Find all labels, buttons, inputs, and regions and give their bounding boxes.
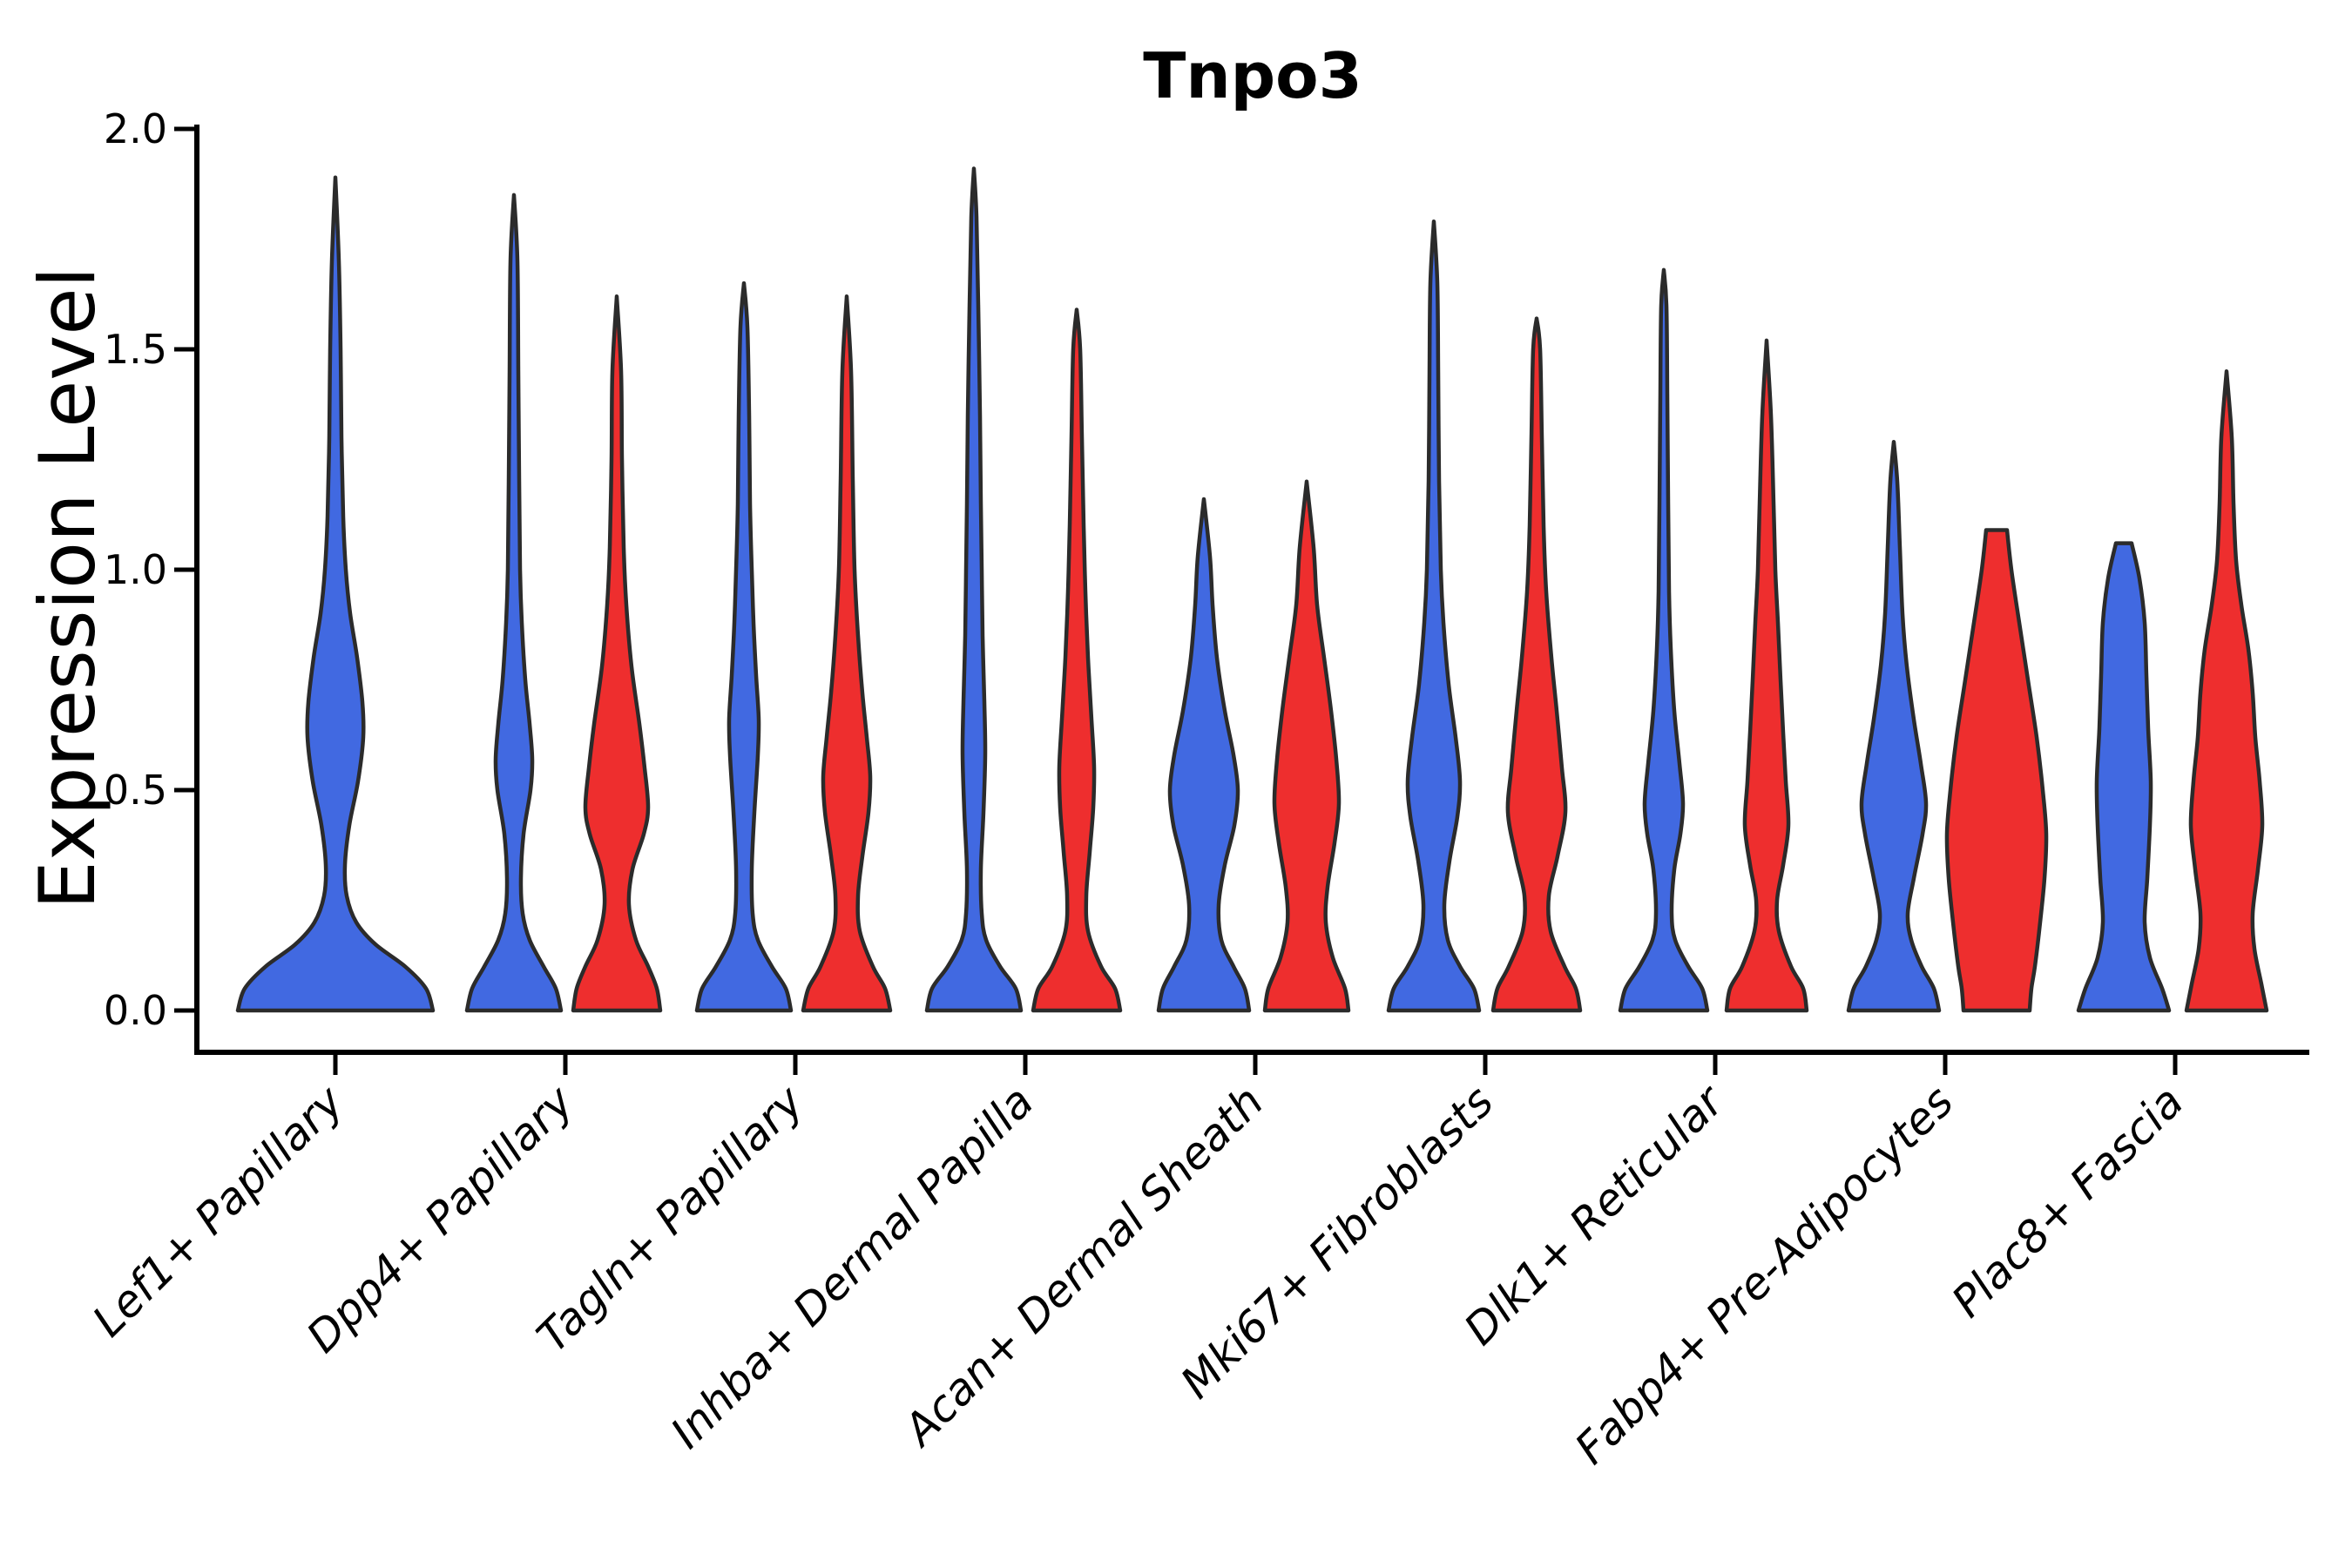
y-tick-label: 1.0 (104, 546, 167, 593)
violin-acan-dermal-sheath-red (1262, 479, 1351, 1013)
x-tick-label: Lef1+ Papillary (83, 1075, 354, 1346)
violins-layer (235, 166, 2269, 1013)
violin-tagln-papillary-blue (694, 280, 794, 1013)
x-tick-label: Inhba+ Dermal Papilla (661, 1076, 1043, 1457)
violin-lef1-papillary-blue (235, 175, 436, 1013)
x-tick-label: Fabp4+ Pre-Adipocytes (1565, 1076, 1963, 1474)
violin-tagln-papillary-red (801, 294, 893, 1013)
chart-title: Tnpo3 (1143, 39, 1362, 112)
y-tick-label: 0.5 (104, 767, 167, 814)
violin-dpp4-papillary-blue (464, 193, 564, 1013)
violin-mki67-fibroblasts-blue (1386, 220, 1482, 1013)
violin-mki67-fibroblasts-red (1490, 316, 1583, 1013)
y-tick-label: 0.0 (104, 987, 167, 1034)
y-tick-label: 2.0 (104, 105, 167, 152)
violin-fabp4-pre-adipocytes-blue (1846, 440, 1942, 1013)
violin-dlk1-reticular-red (1724, 338, 1809, 1013)
violin-acan-dermal-sheath-blue (1156, 497, 1252, 1013)
y-axis-label: Expression Level (23, 267, 112, 909)
violin-plac8-fascia-red (2184, 369, 2269, 1013)
violin-dpp4-papillary-red (571, 294, 663, 1013)
violin-fabp4-pre-adipocytes-red (1944, 528, 2049, 1013)
y-tick-label: 1.5 (104, 326, 167, 373)
violin-plac8-fascia-blue (2076, 541, 2172, 1013)
violin-dlk1-reticular-blue (1618, 267, 1710, 1013)
x-tick-label: Plac8+ Fascia (1943, 1076, 2193, 1327)
violin-inhba-dermal-papilla-blue (924, 166, 1024, 1013)
violin-inhba-dermal-papilla-red (1031, 308, 1123, 1013)
axes-layer (174, 125, 2309, 1075)
